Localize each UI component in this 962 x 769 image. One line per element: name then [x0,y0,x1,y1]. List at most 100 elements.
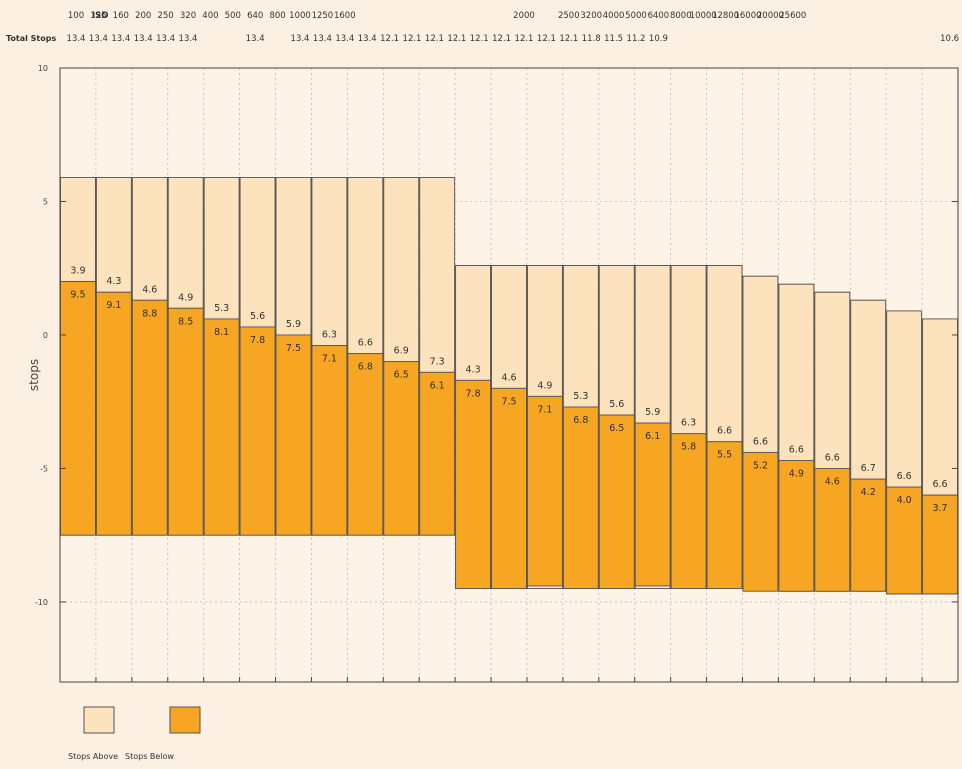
iso-header-value: 800 [269,11,285,21]
y-tick-label: 10 [38,64,48,73]
total-stops-value: 12.1 [515,34,534,44]
bar-stops-below [706,441,743,590]
iso-header-value: 250 [157,11,173,21]
data-label-stops-above: 5.9 [645,407,660,418]
total-stops-value: 11.2 [627,34,646,44]
bar-stops-above [922,318,958,496]
data-label-stops-above: 5.6 [609,399,624,410]
data-label-stops-below: 6.1 [645,431,660,442]
bar-stops-above [203,177,240,320]
bar-stops-above [850,299,887,480]
data-label-stops-below: 4.0 [897,495,912,506]
bar-stops-above [60,177,96,283]
bar-stops-below [311,345,348,536]
total-stops-value: 12.1 [492,34,511,44]
iso-header-value: 8000 [670,11,692,21]
iso-header-value: 100 [68,11,84,21]
iso-header-value: 2000 [513,11,535,21]
data-label-stops-above: 6.6 [789,444,804,455]
iso-header-value: 500 [225,11,241,21]
data-label-stops-below: 7.8 [466,388,481,399]
total-stops-value: 12.1 [380,34,399,44]
data-label-stops-above: 5.3 [573,391,588,402]
bar-stops-above [167,177,204,309]
total-stops-value: 12.1 [447,34,466,44]
data-label-stops-below: 8.1 [214,327,229,338]
bar-stops-above [131,177,168,301]
bar-stops-below [347,353,384,536]
total-stops-value: 12.1 [559,34,578,44]
data-label-stops-below: 6.5 [394,370,409,381]
bar-stops-below [562,406,599,590]
y-tick-label: 5 [43,197,48,206]
data-label-stops-above: 6.3 [322,330,337,341]
iso-header-value: 25600 [779,11,806,21]
data-label-stops-above: 4.9 [178,292,193,303]
bar-stops-below [922,494,958,595]
data-label-stops-above: 5.9 [286,319,301,330]
data-label-stops-below: 4.6 [825,476,840,487]
bar-stops-above [275,177,312,336]
data-label-stops-below: 4.9 [789,468,804,479]
total-stops-value: 13.4 [67,34,86,44]
bar-stops-below [455,379,491,590]
bar-stops-below [670,433,707,590]
total-stops-value: 13.4 [335,34,354,44]
bar-stops-below [886,486,923,595]
bar-stops-above [383,177,420,363]
data-label-stops-below: 7.5 [501,396,516,407]
bar-stops-above [742,275,779,453]
total-stops-value: 13.4 [291,34,310,44]
total-stops-value: 13.4 [358,34,377,44]
iso-header-value: 5000 [625,11,647,21]
total-stops-value: 11.8 [582,34,601,44]
legend-label-stops-below: Stops Below [125,752,174,761]
data-label-stops-above: 4.6 [501,372,516,383]
bar-stops-below [239,326,276,536]
data-label-stops-below: 4.2 [861,487,876,498]
iso-header-value: 1000 [289,11,311,21]
bar-stops-above [886,310,923,488]
data-label-stops-above: 6.7 [861,463,876,474]
data-label-stops-above: 6.6 [825,452,840,463]
iso-header-value: 200 [135,11,151,21]
data-label-stops-below: 9.1 [106,300,121,311]
bar-stops-above [670,265,707,435]
bar-stops-above [419,177,456,373]
iso-header-label: ISO [92,11,109,21]
data-label-stops-above: 4.9 [537,380,552,391]
data-label-stops-below: 8.5 [178,316,193,327]
data-label-stops-above: 4.3 [466,364,481,375]
total-stops-value: 13.4 [89,34,108,44]
legend-swatch-stops-above [83,706,115,734]
bar-stops-below [527,395,563,587]
bar-stops-below [419,371,456,536]
data-label-stops-above: 6.3 [681,418,696,429]
data-labels: 3.9 9.5 4.3 9.1 4.6 8.8 4.9 8.5 5.3 8.1 5.6 7.8 5.9 7… [70,266,947,515]
total-stops-value: 13.4 [246,34,265,44]
bar-stops-below [383,361,420,536]
data-label-stops-below: 7.1 [322,354,337,365]
iso-header-value: 12800 [712,11,739,21]
data-label-stops-below: 5.8 [681,442,696,453]
iso-header-value: 4000 [603,11,625,21]
data-label-stops-above: 7.3 [430,356,445,367]
bar-stops-below [742,451,779,592]
bar-stops-above [239,177,276,328]
bar-stops-below [203,318,240,536]
bar-stops-above [562,265,599,408]
total-stops-value: 10.6 [940,34,959,44]
total-stops-value: 12.1 [403,34,422,44]
bar-stops-below [814,467,851,592]
iso-header-value: 320 [180,11,196,21]
y-tick-label: -5 [40,464,48,473]
data-label-stops-below: 9.5 [70,290,85,301]
bar-stops-below [491,387,527,590]
legend-swatch-stops-below [169,706,201,734]
bar-stops-below [95,291,132,536]
iso-header-value: 3200 [580,11,602,21]
bar-stops-below [598,414,635,590]
data-label-stops-above: 5.3 [214,303,229,314]
bar-stops-above [491,265,527,389]
